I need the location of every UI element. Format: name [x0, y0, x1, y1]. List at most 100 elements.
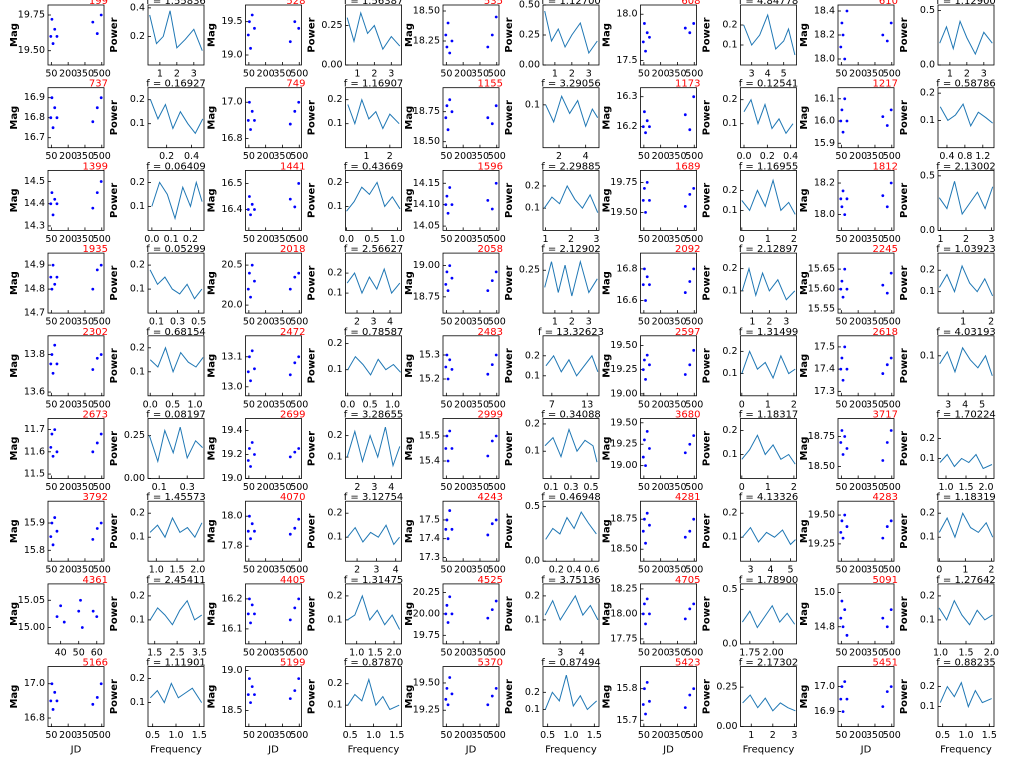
y-tick-label: 0.2 — [722, 94, 737, 105]
data-point — [840, 599, 844, 603]
y-axis-label: Power — [109, 100, 120, 135]
x-tick-label: 350 — [273, 647, 291, 658]
y-tick-label: 19.0 — [221, 665, 242, 676]
y-tick-label: 18.0 — [814, 54, 835, 65]
plot-frame — [640, 169, 697, 231]
data-point — [288, 618, 292, 622]
y-tick-label: 19.25 — [413, 705, 440, 716]
periodogram-line — [149, 10, 203, 51]
x-tick-label: 200 — [849, 151, 867, 162]
periodogram-line — [938, 264, 994, 297]
data-point — [91, 537, 95, 541]
x-tick-label: 50 — [440, 234, 452, 245]
data-point — [51, 213, 55, 217]
x-tick-label: 60 — [91, 647, 103, 658]
x-tick-label: 2 — [791, 399, 797, 410]
y-axis-label: Power — [899, 596, 910, 631]
star-id: 199 — [89, 0, 108, 7]
x-tick-label: 200 — [652, 482, 670, 493]
data-point — [49, 445, 53, 449]
star-id: 1217 — [873, 79, 898, 90]
x-tick-label: 200 — [59, 399, 77, 410]
x-tick-label: 200 — [454, 317, 472, 328]
x-tick-label: 4 — [962, 399, 968, 410]
x-tick-label: 0.6 — [584, 565, 599, 576]
x-tick-label: 500 — [488, 234, 506, 245]
data-point — [841, 536, 845, 540]
periodogram-line — [939, 102, 993, 128]
data-point — [486, 372, 490, 376]
y-axis-label: Mag — [602, 437, 613, 461]
star-id: 4281 — [675, 492, 700, 503]
star-id: 2699 — [280, 410, 305, 421]
y-axis-label: Power — [702, 183, 713, 218]
star-id: 737 — [89, 79, 108, 90]
y-tick-label: 16.1 — [221, 623, 242, 634]
y-tick-label: 15.0 — [814, 587, 835, 598]
data-point — [91, 20, 95, 24]
x-tick-label: 3 — [945, 399, 951, 410]
x-tick-label: 200 — [59, 730, 77, 741]
y-tick-label: 0.1 — [525, 446, 540, 457]
x-tick-label: 500 — [290, 317, 308, 328]
data-point — [293, 606, 297, 610]
data-point — [885, 39, 889, 43]
x-tick-label: 350 — [273, 399, 291, 410]
data-point — [889, 519, 893, 523]
y-tick-label: 19.25 — [610, 439, 637, 450]
x-tick-label: 0 — [739, 234, 745, 245]
y-tick-label: 17.0 — [24, 678, 45, 689]
data-point — [490, 207, 494, 211]
data-point — [490, 279, 494, 282]
plot-frame — [542, 583, 600, 645]
data-point — [250, 13, 254, 17]
x-tick-label: 1 — [947, 69, 953, 80]
x-tick-label: 500 — [290, 399, 308, 410]
data-point — [253, 208, 256, 211]
data-point — [448, 51, 452, 55]
y-tick-label: 15.55 — [808, 304, 835, 315]
x-tick-label: 2 — [387, 151, 393, 162]
x-tick-label: 1 — [765, 399, 771, 410]
periodogram-line — [545, 354, 599, 377]
star-id: 2018 — [280, 244, 305, 255]
data-point — [688, 128, 692, 132]
x-tick-label: 350 — [471, 234, 489, 245]
x-tick-label: 2 — [766, 317, 772, 328]
x-axis-label: Frequency — [743, 745, 795, 756]
data-point — [688, 193, 692, 196]
y-tick-label: 18.50 — [610, 544, 637, 555]
x-tick-label: 500 — [685, 730, 703, 741]
data-point — [486, 116, 490, 120]
x-tick-label: 1.0 — [958, 730, 973, 741]
plot-frame — [47, 418, 105, 479]
x-tick-label: 3 — [388, 69, 394, 80]
y-axis-label: Power — [504, 100, 515, 135]
x-axis-label: Frequency — [348, 745, 400, 756]
plot-frame — [740, 500, 797, 562]
periodogram-line — [347, 594, 401, 630]
data-point — [448, 358, 452, 362]
x-tick-label: 1.0 — [385, 399, 400, 410]
y-axis-label: Power — [702, 348, 713, 383]
plot-frame — [542, 252, 600, 314]
x-tick-label: 350 — [668, 69, 686, 80]
y-axis-label: Mag — [602, 23, 613, 47]
x-tick-label: 200 — [454, 234, 472, 245]
x-tick-label: 2 — [568, 234, 574, 245]
x-tick-label: 350 — [76, 151, 94, 162]
data-point — [293, 450, 297, 454]
data-point — [692, 602, 696, 606]
data-point — [99, 263, 103, 267]
x-tick-label: 50 — [45, 730, 57, 741]
periodogram-line — [151, 180, 203, 221]
star-id: 4070 — [280, 492, 305, 503]
y-tick-label: 14.5 — [24, 176, 45, 187]
plot-frame — [147, 252, 205, 314]
y-tick-label: 0.2 — [920, 681, 935, 692]
x-tick-label: 0.1 — [164, 234, 179, 245]
data-point — [450, 692, 454, 696]
plot-frame — [640, 666, 697, 727]
y-tick-label: 15.8 — [616, 683, 637, 694]
data-point — [839, 616, 843, 620]
